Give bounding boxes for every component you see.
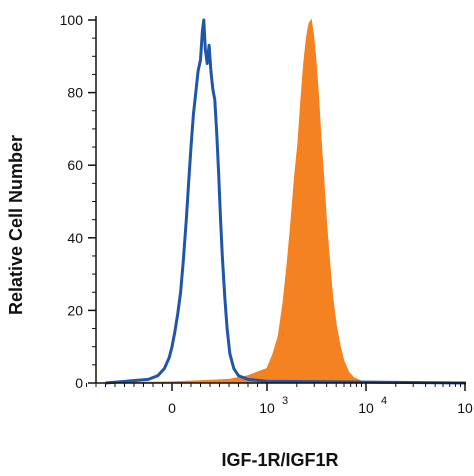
series-filled-histogram (105, 18, 467, 384)
y-tick-label: 0 (75, 375, 83, 391)
y-tick-label: 40 (67, 230, 83, 246)
y-tick-label: 60 (67, 157, 83, 173)
y-tick-label: 20 (67, 302, 83, 318)
x-tick-label: 10 (259, 400, 275, 416)
x-tick-exponent: 4 (381, 395, 387, 407)
series-layer (105, 18, 467, 385)
y-axis-title: Relative Cell Number (6, 135, 26, 315)
x-tick-label: 0 (168, 400, 176, 416)
x-tick-exponent: 3 (282, 395, 288, 407)
axes-layer: 0204060801000103104105 (60, 12, 473, 416)
y-tick-label: 80 (67, 85, 83, 101)
x-axis-title: IGF-1R/IGF1R (221, 450, 338, 470)
series-outline-histogram (105, 18, 467, 385)
x-tick-label: 10 (358, 400, 374, 416)
y-tick-label: 100 (60, 12, 84, 28)
x-tick-label: 10 (457, 400, 473, 416)
